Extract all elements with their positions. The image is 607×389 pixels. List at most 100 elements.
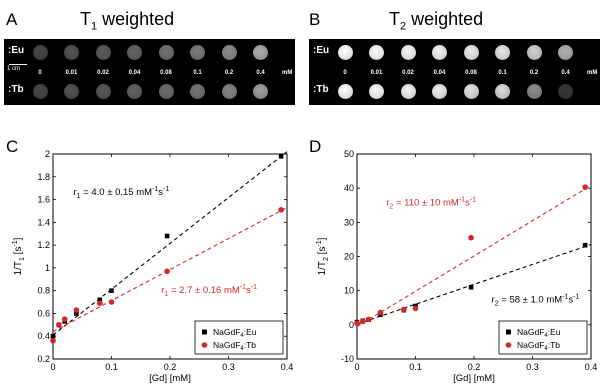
fit-line-d-0 [356, 244, 592, 325]
y-tick-label-d-2: 10 [344, 286, 354, 296]
fit-line-c-0 [52, 151, 288, 336]
x-axis-label-c: [Gd] [mM] [149, 373, 191, 384]
y-tick-label-d-5: 40 [344, 183, 354, 193]
x-tick-label-d-0: 0 [354, 362, 359, 372]
panel-letter-b: B [309, 10, 321, 29]
x-tick-label-c-1: 0.1 [105, 362, 118, 372]
panel-letter-d: D [309, 137, 322, 156]
b-tube-eu-4 [463, 44, 479, 60]
point-c-1-5 [108, 299, 115, 305]
a-conc-label-0: 0 [38, 70, 42, 76]
row-label-tb-a: :Tb [8, 84, 24, 95]
legend-marker-d-1 [505, 342, 512, 348]
legend-marker-c-0 [202, 329, 207, 335]
b-conc-label-4: 0.08 [465, 70, 477, 76]
point-c-1-6 [164, 268, 170, 275]
b-tube-tb-4 [463, 83, 479, 99]
point-c-1-3 [73, 307, 80, 313]
point-c-0-0 [50, 333, 56, 339]
point-d-0-6 [468, 284, 474, 290]
point-d-1-0 [354, 320, 360, 326]
title-b-sub: 2 [400, 20, 407, 33]
point-c-0-3 [74, 311, 79, 316]
b-tube-eu-3 [432, 44, 447, 60]
title-b-main: T [389, 9, 400, 29]
a-tube-tb-0 [32, 83, 48, 99]
y-tick-label-c-2: 0.6 [37, 308, 50, 318]
b-conc-label-2: 0.02 [402, 70, 414, 76]
point-d-1-7 [582, 184, 588, 190]
y-tick-label-d-1: 0 [349, 320, 354, 330]
panel-letter-c: C [6, 137, 19, 156]
b-tube-tb-1 [369, 83, 384, 99]
b-tube-tb-6 [526, 83, 542, 99]
point-d-1-5 [412, 305, 419, 312]
b-tube-tb-5 [495, 83, 510, 99]
y-axis-label-d: 1/T2 [s-1] [316, 237, 330, 275]
y-tick-label-d-3: 20 [344, 252, 354, 262]
legend-label-c-0: NaGdF4:Eu [213, 327, 257, 339]
fit-line-c-1 [52, 207, 288, 333]
point-c-0-6 [164, 233, 170, 239]
point-c-1-7 [278, 207, 284, 213]
panel-title-b: T2 weighted [389, 9, 484, 33]
title-a-sub: 1 [91, 20, 98, 33]
y-axis-label-c: 1/T1 [s-1] [12, 237, 26, 275]
point-d-1-3 [377, 309, 384, 316]
x-axis-label-d: [Gd] [mM] [453, 373, 495, 384]
row-label-eu-b: :Eu [313, 45, 330, 56]
annotation-c-1: r1 = 2.7 ± 0.16 mM-1s-1 [161, 284, 257, 298]
annotation-c-0: r1 = 4.0 ± 0.15 mM-1s-1 [73, 186, 169, 200]
a-tube-tb-2 [95, 83, 111, 99]
b-tube-eu-0 [337, 44, 353, 60]
a-conc-label-3: 0.04 [128, 70, 141, 76]
point-c-0-4 [97, 297, 103, 303]
a-conc-label-4: 0.08 [160, 70, 172, 76]
panel-letter-a: A [6, 10, 18, 29]
y-tick-label-c-3: 0.8 [37, 286, 50, 296]
x-tick-label-c-3: 0.3 [222, 362, 235, 372]
x-tick-label-d-3: 0.3 [526, 362, 539, 372]
point-d-1-6 [468, 234, 474, 241]
tube-row-a: 0 0.01 0.02 0.04 0.08 0.1 0.2 0.4 [4, 39, 295, 105]
scale-label-a: 1 cm [7, 66, 21, 72]
x-tick-label-d-2: 0.2 [468, 362, 481, 372]
y-tick-label-c-8: 1.8 [37, 172, 50, 182]
b-tube-tb-3 [432, 83, 447, 99]
mri-strip-t2: :Eu :Tb 0 0.01 0.02 0.04 0.08 0.1 0.2 0.4 mM [309, 39, 600, 105]
x-tick-label-c-4: 0.4 [281, 362, 294, 372]
annotation-d-0: r2 = 58 ± 1.0 mM-1s-1 [492, 294, 580, 308]
b-conc-label-1: 0.01 [370, 70, 383, 76]
legend-label-c-1: NaGdF4:Tb [213, 340, 256, 352]
fit-line-d-1 [356, 184, 592, 328]
b-tube-tb-7 [558, 83, 573, 99]
legend-label-d-1: NaGdF4:Tb [517, 340, 560, 352]
a-tube-tb-3 [127, 83, 142, 99]
row-label-tb-b: :Tb [313, 84, 329, 95]
b-conc-label-6: 0.2 [529, 70, 539, 76]
legend-c [194, 320, 284, 355]
unit-label-b: mM [587, 70, 598, 76]
a-tube-tb-5 [190, 83, 205, 99]
x-tick-label-d-1: 0.1 [409, 362, 422, 372]
b-conc-label-3: 0.04 [433, 70, 446, 76]
a-tube-eu-7 [253, 44, 268, 60]
b-tube-eu-1 [369, 44, 384, 60]
b-conc-label-5: 0.1 [498, 70, 507, 76]
a-tube-eu-4 [158, 44, 174, 60]
legend-marker-c-1 [201, 342, 208, 348]
a-tube-tb-7 [253, 83, 268, 99]
title-b-rest: weighted [406, 9, 484, 29]
a-tube-eu-1 [64, 44, 79, 60]
b-tube-eu-5 [495, 44, 510, 60]
y-tick-label-d-4: 30 [344, 217, 354, 227]
a-conc-label-7: 0.4 [256, 70, 265, 76]
y-tick-label-c-6: 1.4 [37, 217, 50, 227]
a-tube-eu-0 [32, 44, 48, 60]
point-c-1-4 [97, 300, 103, 306]
point-d-1-1 [360, 318, 366, 325]
x-tick-label-c-2: 0.2 [164, 362, 177, 372]
annotation-d-1: r2 = 110 ± 10 mM-1s-1 [386, 196, 476, 210]
point-c-1-1 [56, 322, 62, 328]
point-c-0-5 [109, 288, 114, 293]
